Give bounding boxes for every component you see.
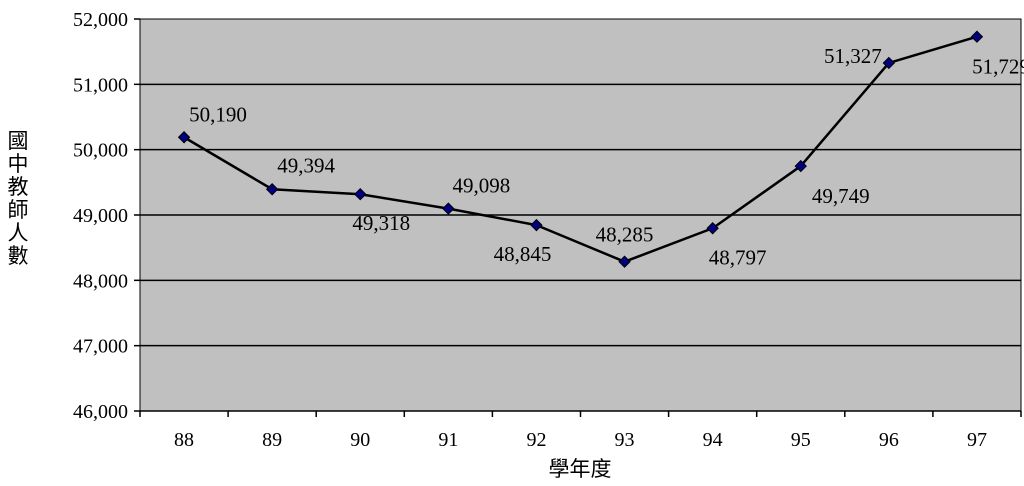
data-point-marker (970, 30, 984, 43)
data-point-marker (882, 56, 896, 70)
x-tick-label: 93 (615, 429, 635, 451)
data-label: 49,394 (277, 153, 335, 177)
data-label: 49,098 (452, 174, 510, 198)
data-label: 50,190 (189, 102, 247, 126)
data-label: 48,285 (596, 223, 654, 247)
y-tick-label: 49,000 (73, 205, 128, 227)
x-axis-title: 學年度 (549, 457, 612, 481)
series-line (183, 35, 978, 263)
y-tick-label: 47,000 (73, 336, 128, 358)
data-point-marker (794, 159, 807, 173)
x-tick-label: 91 (438, 429, 458, 451)
y-tick-label: 46,000 (73, 401, 128, 423)
x-tick-label: 90 (350, 429, 370, 451)
x-tick-label: 94 (703, 429, 723, 451)
y-tick-label: 48,000 (73, 270, 128, 292)
data-point-marker (265, 183, 279, 196)
data-point-marker (442, 202, 455, 215)
y-tick-label: 51,000 (73, 74, 128, 96)
data-series (177, 30, 984, 268)
gridlines (140, 83, 1021, 347)
data-labels: 50,190 49,394 49,318 49,098 48,845 48,285 48,7… (189, 44, 1024, 269)
data-point-marker (618, 255, 631, 268)
data-label: 48,797 (709, 245, 767, 269)
x-tick-label: 92 (526, 429, 546, 451)
x-tick-label: 88 (174, 429, 194, 451)
x-tick-label: 97 (967, 429, 987, 451)
y-tick-label: 50,000 (73, 140, 128, 162)
data-label: 48,845 (494, 242, 552, 266)
data-label: 49,318 (352, 211, 410, 235)
data-point-marker (706, 222, 719, 235)
x-tick-label: 95 (791, 429, 811, 451)
data-label: 49,749 (812, 184, 870, 208)
data-label: 51,327 (824, 44, 882, 68)
data-point-marker (530, 218, 543, 232)
data-point-marker (354, 188, 367, 201)
y-tick-label: 52,000 (73, 9, 128, 31)
data-point-marker (177, 131, 191, 144)
y-axis-title: 國中教師人數 (8, 129, 29, 268)
x-tick-label: 89 (262, 429, 282, 451)
x-tick-label: 96 (879, 429, 899, 451)
data-label: 51,729 (972, 55, 1024, 79)
axes: 46,000 47,000 48,000 49,000 50,000 51,000 52,0… (73, 9, 1022, 451)
